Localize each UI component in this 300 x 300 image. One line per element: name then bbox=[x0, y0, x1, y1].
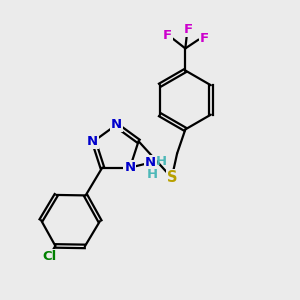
Text: N: N bbox=[111, 118, 122, 131]
Text: H: H bbox=[147, 168, 158, 181]
Text: Cl: Cl bbox=[42, 250, 56, 262]
Text: H: H bbox=[155, 155, 167, 168]
Text: F: F bbox=[184, 23, 193, 36]
Text: F: F bbox=[163, 29, 172, 42]
Text: N: N bbox=[87, 135, 98, 148]
Text: N: N bbox=[124, 161, 136, 174]
Text: N: N bbox=[145, 156, 156, 170]
Text: F: F bbox=[200, 32, 209, 45]
Text: S: S bbox=[167, 170, 177, 185]
